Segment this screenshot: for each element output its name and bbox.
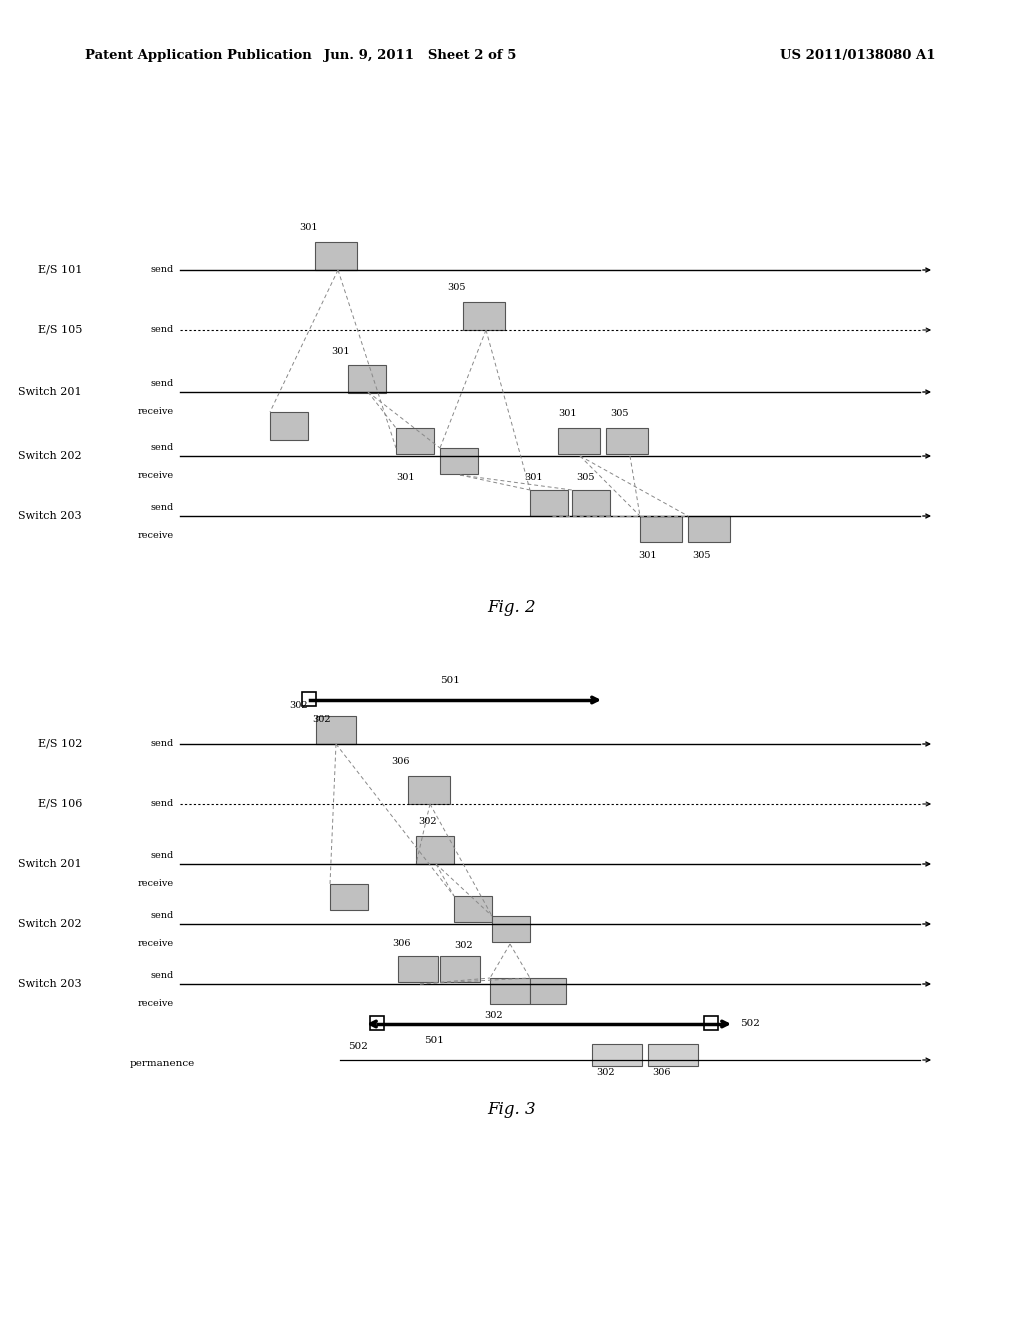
- Text: receive: receive: [138, 470, 174, 479]
- Text: 301: 301: [396, 474, 415, 483]
- Text: Switch 203: Switch 203: [18, 979, 82, 989]
- Text: 305: 305: [575, 474, 595, 483]
- Text: 301: 301: [524, 474, 543, 483]
- Bar: [408, 776, 450, 804]
- Text: send: send: [151, 972, 174, 981]
- Bar: [370, 1016, 384, 1030]
- Bar: [398, 956, 438, 982]
- Text: 306: 306: [652, 1068, 671, 1077]
- Bar: [530, 978, 566, 1005]
- Text: send: send: [151, 444, 174, 453]
- Text: E/S 106: E/S 106: [38, 799, 82, 809]
- Text: 305: 305: [447, 284, 466, 293]
- Text: 301: 301: [332, 346, 350, 355]
- Bar: [440, 956, 480, 982]
- Bar: [705, 1016, 718, 1030]
- Text: 501: 501: [440, 676, 460, 685]
- Text: send: send: [151, 800, 174, 808]
- Text: receive: receive: [138, 532, 174, 540]
- Bar: [416, 836, 454, 865]
- Text: Switch 202: Switch 202: [18, 451, 82, 461]
- Text: 502: 502: [740, 1019, 760, 1028]
- Text: 301: 301: [558, 409, 577, 418]
- Text: Jun. 9, 2011   Sheet 2 of 5: Jun. 9, 2011 Sheet 2 of 5: [324, 49, 516, 62]
- Text: receive: receive: [138, 408, 174, 417]
- Bar: [606, 428, 648, 454]
- Text: receive: receive: [138, 999, 174, 1008]
- Text: E/S 101: E/S 101: [38, 265, 82, 275]
- Text: 301: 301: [638, 552, 656, 561]
- Text: 306: 306: [392, 940, 411, 949]
- Text: 301: 301: [299, 223, 318, 232]
- Bar: [490, 978, 530, 1005]
- Text: send: send: [151, 380, 174, 388]
- Text: E/S 102: E/S 102: [38, 739, 82, 748]
- Text: Switch 201: Switch 201: [18, 387, 82, 397]
- Text: send: send: [151, 503, 174, 512]
- Text: Fig. 2: Fig. 2: [487, 599, 537, 616]
- Text: 302: 302: [484, 1011, 503, 1020]
- Text: send: send: [151, 326, 174, 334]
- Bar: [688, 516, 730, 543]
- Bar: [463, 302, 505, 330]
- Text: permanence: permanence: [130, 1060, 195, 1068]
- Text: send: send: [151, 739, 174, 748]
- Text: 302: 302: [290, 701, 308, 710]
- Bar: [316, 715, 356, 744]
- Bar: [270, 412, 308, 440]
- Text: 302: 302: [418, 817, 436, 826]
- Text: Switch 201: Switch 201: [18, 859, 82, 869]
- Bar: [396, 428, 434, 454]
- Text: 302: 302: [312, 715, 331, 723]
- Bar: [492, 916, 530, 942]
- Text: E/S 105: E/S 105: [38, 325, 82, 335]
- Bar: [648, 1044, 698, 1067]
- Text: Switch 202: Switch 202: [18, 919, 82, 929]
- Text: 306: 306: [391, 758, 410, 767]
- Text: Fig. 3: Fig. 3: [487, 1101, 537, 1118]
- Text: 305: 305: [692, 552, 711, 561]
- Bar: [572, 490, 610, 516]
- Text: send: send: [151, 851, 174, 861]
- Text: send: send: [151, 265, 174, 275]
- Text: 302: 302: [454, 941, 473, 950]
- Text: 302: 302: [596, 1068, 614, 1077]
- Text: receive: receive: [138, 940, 174, 949]
- Text: receive: receive: [138, 879, 174, 888]
- Text: 502: 502: [348, 1041, 368, 1051]
- Bar: [330, 884, 368, 909]
- Text: US 2011/0138080 A1: US 2011/0138080 A1: [780, 49, 936, 62]
- Bar: [440, 447, 478, 474]
- Text: send: send: [151, 912, 174, 920]
- Bar: [302, 692, 316, 706]
- Text: Switch 203: Switch 203: [18, 511, 82, 521]
- Text: Patent Application Publication: Patent Application Publication: [85, 49, 311, 62]
- Bar: [592, 1044, 642, 1067]
- Text: 501: 501: [424, 1036, 444, 1045]
- Bar: [558, 428, 600, 454]
- Bar: [530, 490, 568, 516]
- Bar: [348, 366, 386, 393]
- Bar: [315, 242, 357, 271]
- Bar: [454, 896, 492, 921]
- Bar: [640, 516, 682, 543]
- Text: 305: 305: [610, 409, 629, 418]
